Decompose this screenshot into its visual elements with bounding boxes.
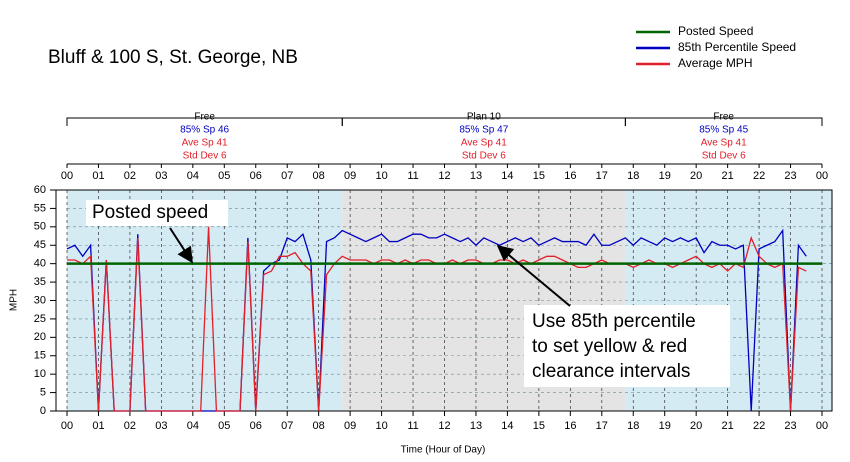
x-tick-label-top: 15 bbox=[533, 170, 545, 182]
y-tick-label: 30 bbox=[34, 294, 46, 306]
y-tick-label: 15 bbox=[34, 350, 46, 362]
x-tick-label: 21 bbox=[722, 420, 734, 432]
x-tick-label: 10 bbox=[375, 420, 387, 432]
x-tick-label: 13 bbox=[470, 420, 482, 432]
x-tick-label: 19 bbox=[659, 420, 671, 432]
x-axis-label: Time (Hour of Day) bbox=[401, 445, 486, 456]
annotation: to set yellow & red bbox=[532, 336, 687, 357]
x-tick-label: 02 bbox=[124, 420, 136, 432]
x-tick-label: 00 bbox=[61, 420, 73, 432]
y-tick-label: 35 bbox=[34, 276, 46, 288]
chart-title: Bluff & 100 S, St. George, NB bbox=[48, 47, 298, 68]
x-tick-label-top: 14 bbox=[501, 170, 513, 182]
y-tick-label: 50 bbox=[34, 221, 46, 233]
plan-name: Plan 10 bbox=[467, 112, 501, 123]
plot-frame bbox=[55, 189, 833, 412]
x-tick-label-top: 17 bbox=[596, 170, 608, 182]
x-tick-label: 09 bbox=[344, 420, 356, 432]
annotation: Use 85th percentile bbox=[532, 311, 696, 332]
x-tick-label-top: 19 bbox=[659, 170, 671, 182]
x-tick-label: 22 bbox=[753, 420, 765, 432]
annotation: Posted speed bbox=[92, 202, 208, 223]
y-tick-label: 40 bbox=[34, 258, 46, 270]
x-tick-label-top: 10 bbox=[375, 170, 387, 182]
y-tick-label: 25 bbox=[34, 313, 46, 325]
x-tick-label: 17 bbox=[596, 420, 608, 432]
y-tick-label: 10 bbox=[34, 368, 46, 380]
legend-label: Posted Speed bbox=[678, 24, 753, 38]
plan-std-dev: Std Dev 6 bbox=[702, 151, 746, 162]
x-tick-label-top: 02 bbox=[124, 170, 136, 182]
x-tick-label-top: 13 bbox=[470, 170, 482, 182]
x-tick-label-top: 00 bbox=[61, 170, 73, 182]
annotation-arrow bbox=[169, 227, 193, 264]
x-tick-label: 11 bbox=[407, 420, 418, 432]
x-tick-label: 18 bbox=[627, 420, 639, 432]
x-tick-label: 15 bbox=[533, 420, 545, 432]
x-tick-label: 01 bbox=[92, 420, 104, 432]
legend-label: Average MPH bbox=[678, 56, 752, 70]
x-tick-label: 08 bbox=[313, 420, 325, 432]
x-tick-label-top: 11 bbox=[407, 170, 418, 182]
x-tick-label-top: 08 bbox=[313, 170, 325, 182]
x-tick-label: 16 bbox=[564, 420, 576, 432]
x-tick-label-top: 12 bbox=[438, 170, 450, 182]
x-tick-label-top: 00 bbox=[816, 170, 828, 182]
x-tick-label: 07 bbox=[281, 420, 293, 432]
plan-average: Ave Sp 41 bbox=[461, 138, 507, 149]
y-tick-label: 45 bbox=[34, 239, 46, 251]
x-tick-label: 00 bbox=[816, 420, 828, 432]
x-tick-label: 14 bbox=[501, 420, 513, 432]
y-tick-label: 5 bbox=[40, 386, 46, 398]
x-tick-label: 23 bbox=[784, 420, 796, 432]
legend-label: 85th Percentile Speed bbox=[678, 40, 796, 54]
annotation: clearance intervals bbox=[532, 361, 690, 382]
annotation-arrow bbox=[496, 244, 571, 307]
x-tick-label: 06 bbox=[250, 420, 262, 432]
plan-name: Free bbox=[194, 112, 215, 123]
plan-average: Ave Sp 41 bbox=[701, 138, 747, 149]
x-tick-label-top: 03 bbox=[155, 170, 167, 182]
x-tick-label: 04 bbox=[187, 420, 199, 432]
x-tick-label-top: 07 bbox=[281, 170, 293, 182]
x-tick-label-top: 01 bbox=[92, 170, 104, 182]
x-tick-label-top: 23 bbox=[784, 170, 796, 182]
annotation-box bbox=[86, 200, 228, 226]
x-tick-label-top: 06 bbox=[250, 170, 262, 182]
annotation-box bbox=[524, 305, 730, 387]
x-tick-label-top: 18 bbox=[627, 170, 639, 182]
plan-average: Ave Sp 41 bbox=[182, 138, 228, 149]
x-tick-label-top: 05 bbox=[218, 170, 230, 182]
y-tick-label: 20 bbox=[34, 331, 46, 343]
x-tick-label-top: 20 bbox=[690, 170, 702, 182]
x-tick-label: 12 bbox=[438, 420, 450, 432]
plan-std-dev: Std Dev 6 bbox=[183, 151, 227, 162]
x-tick-label: 05 bbox=[218, 420, 230, 432]
x-tick-label: 20 bbox=[690, 420, 702, 432]
plan-85th: 85% Sp 47 bbox=[459, 125, 508, 136]
x-tick-label-top: 16 bbox=[564, 170, 576, 182]
plan-85th: 85% Sp 45 bbox=[699, 125, 748, 136]
plan-std-dev: Std Dev 6 bbox=[462, 151, 506, 162]
x-tick-label-top: 09 bbox=[344, 170, 356, 182]
x-tick-label-top: 22 bbox=[753, 170, 765, 182]
x-tick-label-top: 21 bbox=[722, 170, 734, 182]
x-tick-label-top: 04 bbox=[187, 170, 199, 182]
y-tick-label: 60 bbox=[34, 184, 46, 196]
plan-85th: 85% Sp 46 bbox=[180, 125, 229, 136]
y-tick-label: 55 bbox=[34, 202, 46, 214]
x-tick-label: 03 bbox=[155, 420, 167, 432]
y-tick-label: 0 bbox=[40, 405, 46, 417]
plan-bracket bbox=[624, 117, 823, 126]
plan-name: Free bbox=[713, 112, 734, 123]
y-axis-label: MPH bbox=[9, 289, 20, 311]
